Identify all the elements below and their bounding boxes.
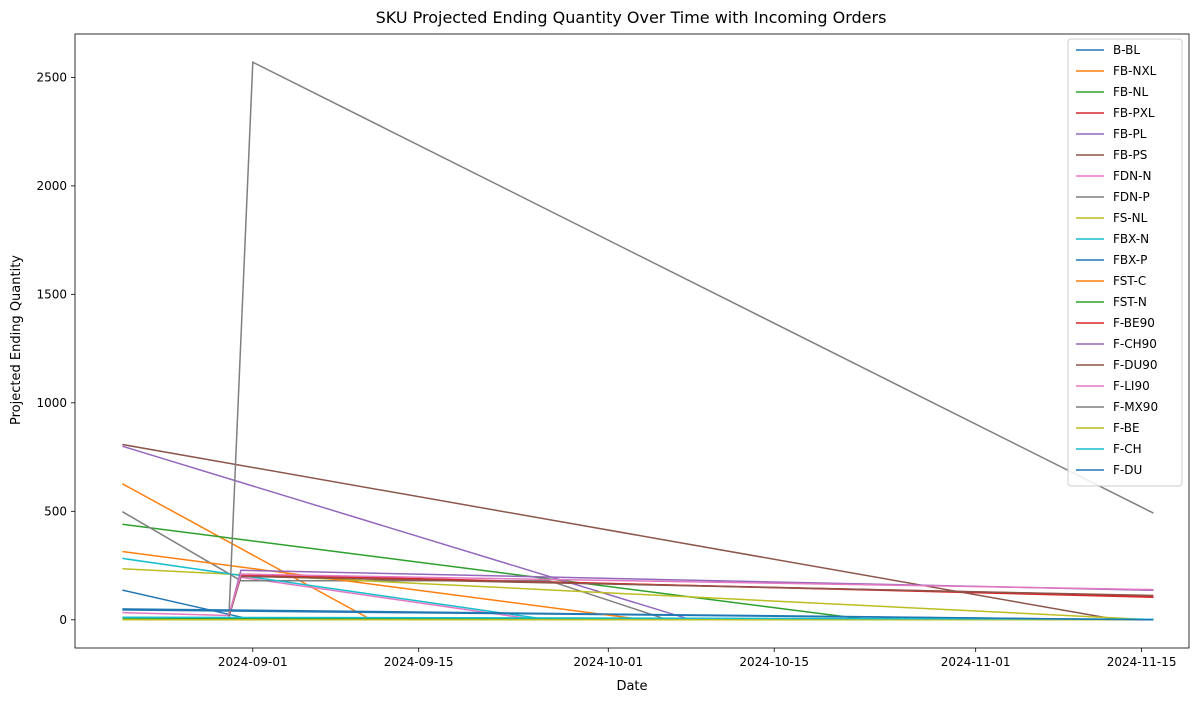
series-line-f-mx90: [228, 61, 1154, 614]
plot-frame: [74, 33, 1190, 649]
legend-label: FST-C: [1113, 274, 1146, 288]
legend-box: [1067, 38, 1183, 487]
legend-label: FBX-P: [1113, 253, 1147, 267]
x-tick-label: 2024-11-01: [941, 655, 1011, 669]
y-axis-label: Projected Ending Quantity: [9, 255, 24, 425]
legend-label: FB-NL: [1113, 85, 1148, 99]
legend-label: F-MX90: [1113, 400, 1158, 414]
y-tick-label: 2000: [36, 179, 67, 193]
legend-label: FB-NXL: [1113, 64, 1157, 78]
legend-label: F-CH: [1113, 442, 1142, 456]
series-layer: [122, 61, 1154, 621]
x-tick-label: 2024-10-01: [573, 655, 643, 669]
legend-label: FDN-N: [1113, 169, 1151, 183]
legend-label: F-BE: [1113, 421, 1140, 435]
legend-label: F-DU: [1113, 463, 1142, 477]
legend-label: F-LI90: [1113, 379, 1150, 393]
x-tick-label: 2024-09-15: [384, 655, 454, 669]
x-axis-label: Date: [616, 679, 647, 694]
legend-label: FB-PXL: [1113, 106, 1155, 120]
x-tick-label: 2024-09-01: [218, 655, 288, 669]
legend-label: FST-N: [1113, 295, 1147, 309]
y-tick-label: 1500: [36, 287, 67, 301]
y-tick-label: 1000: [36, 396, 67, 410]
legend-label: FS-NL: [1113, 211, 1148, 225]
legend-label: FBX-N: [1113, 232, 1149, 246]
legend-label: FB-PL: [1113, 127, 1147, 141]
series-line-f-ch: [122, 616, 1154, 620]
legend-label: F-CH90: [1113, 337, 1157, 351]
axes-layer: 2024-09-01 2024-09-15 2024-10-01 2024-10-15…: [36, 70, 1176, 669]
y-tick-label: 0: [59, 613, 67, 627]
chart-title: SKU Projected Ending Quantity Over Time …: [376, 8, 887, 27]
legend-label: F-BE90: [1113, 316, 1155, 330]
x-tick-label: 2024-10-15: [739, 655, 809, 669]
plot-area: [75, 34, 1189, 648]
x-tick-label: 2024-11-15: [1107, 655, 1177, 669]
legend-label: F-DU90: [1113, 358, 1158, 372]
series-line-f-li90: [228, 573, 1154, 615]
y-tick-label: 2500: [36, 70, 67, 84]
legend-label: FB-PS: [1113, 148, 1147, 162]
series-line-f-du: [122, 608, 1154, 621]
legend: B-BL FB-NXL FB-NL FB-PXL FB-PL FB-PS FDN-N FDN-…: [1067, 38, 1183, 487]
y-tick-label: 500: [44, 504, 67, 518]
legend-label: FDN-P: [1113, 190, 1150, 204]
legend-label: B-BL: [1113, 43, 1140, 57]
